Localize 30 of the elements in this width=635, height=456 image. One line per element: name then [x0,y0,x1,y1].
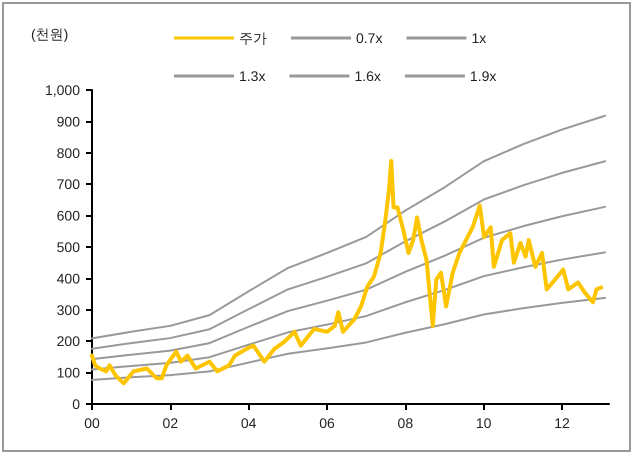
legend-label: 1x [471,30,486,46]
x-tick-label: 12 [554,415,570,431]
line-series [91,296,606,381]
y-tick-label: 1,000 [44,82,80,98]
legend-label: 주가 [239,30,267,46]
y-tick-label: 100 [56,364,80,381]
legend-label: 1.3x [239,68,266,84]
y-tick-label: 600 [56,208,80,224]
x-tick-label: 06 [319,415,335,431]
y-tick-label: 200 [56,333,80,350]
line-series [91,114,606,340]
y-tick-label: 700 [56,176,80,192]
y-tick-label: 900 [56,113,80,130]
line-series [91,160,606,350]
y-tick-label: 800 [56,144,80,161]
legend-label: 1.9x [470,68,496,84]
line-series [90,158,604,386]
y-tick-label: 400 [56,270,80,286]
y-tick-label: 500 [56,239,80,255]
x-tick-label: 02 [162,415,178,431]
x-tick-label: 00 [84,415,100,431]
line-series [91,251,606,370]
y-tick-label: 0 [72,396,80,412]
x-tick-label: 10 [476,415,492,431]
legend-label: 0.7x [356,30,382,46]
x-tick-label: 08 [398,415,414,431]
x-tick-label: 04 [240,415,257,431]
y-axis-title: (천원) [31,26,68,42]
y-tick-label: 300 [56,302,80,318]
legend-label: 1.6x [354,68,381,84]
